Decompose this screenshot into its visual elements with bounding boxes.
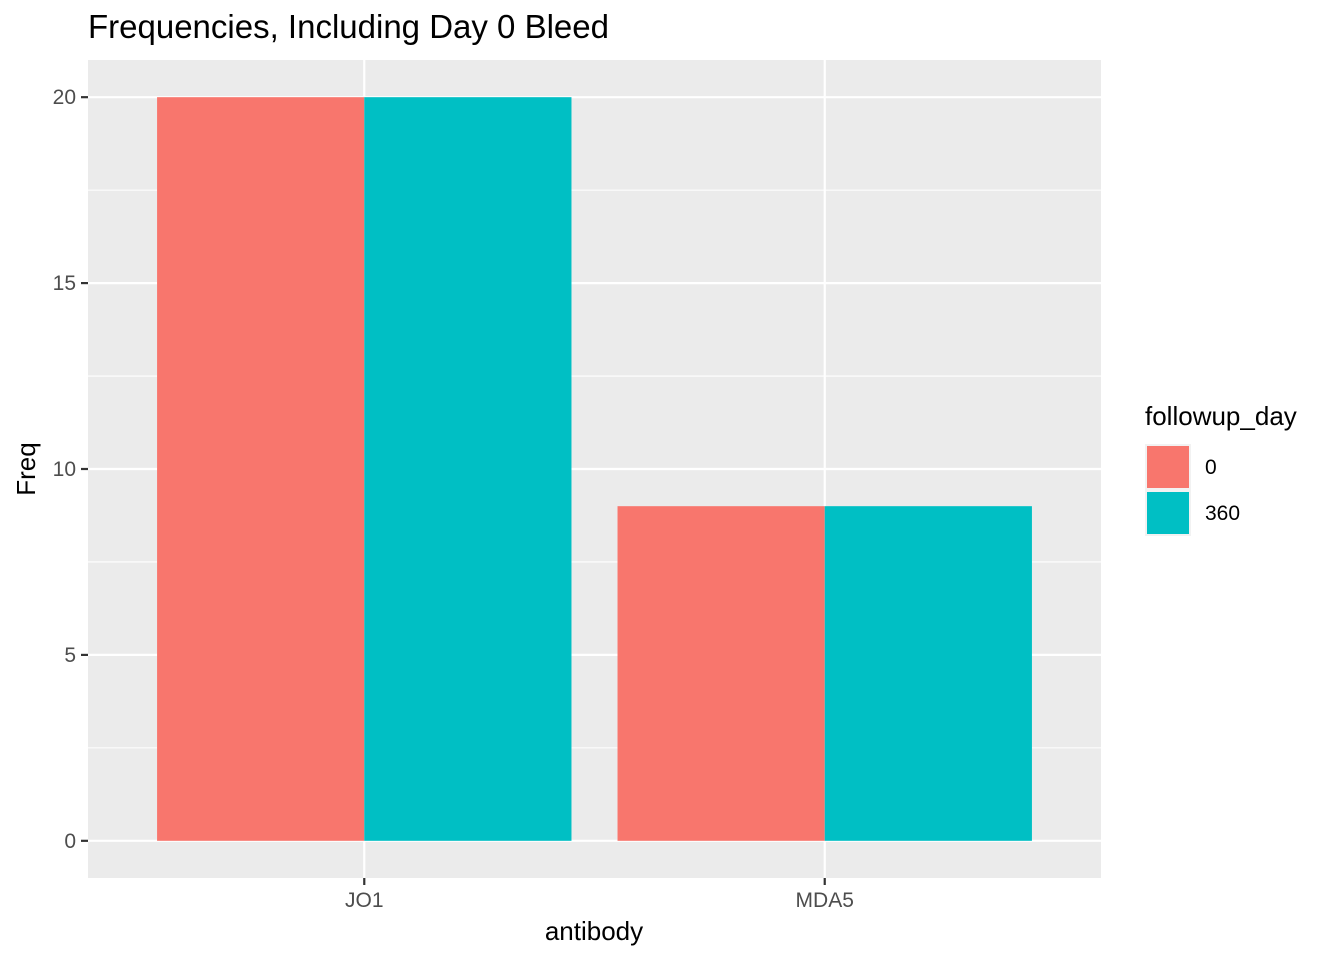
legend-key-0 xyxy=(1147,446,1189,488)
bar-jo1-series-360 xyxy=(364,97,572,841)
bar-mda5-series-0 xyxy=(617,506,825,841)
legend-label: 0 xyxy=(1205,456,1217,479)
x-tick-label: JO1 xyxy=(345,889,384,912)
bars xyxy=(157,97,1032,841)
x-tick-label: MDA5 xyxy=(796,889,854,912)
legend-key-360 xyxy=(1147,492,1189,534)
legend: followup_day 0 360 xyxy=(1145,401,1297,536)
x-axis: JO1 MDA5 xyxy=(345,878,854,912)
legend-label: 360 xyxy=(1205,502,1240,525)
y-tick-label: 10 xyxy=(53,458,76,481)
y-tick-label: 0 xyxy=(64,830,76,853)
y-axis: 0 5 10 15 20 xyxy=(53,86,88,853)
bar-jo1-series-0 xyxy=(157,97,365,841)
chart-title: Frequencies, Including Day 0 Bleed xyxy=(88,8,609,45)
y-tick-label: 15 xyxy=(53,272,76,295)
y-tick-label: 5 xyxy=(64,644,76,667)
legend-title: followup_day xyxy=(1145,401,1297,431)
y-axis-title: Freq xyxy=(11,442,41,495)
bar-mda5-series-360 xyxy=(824,506,1032,841)
x-axis-title: antibody xyxy=(545,916,643,946)
y-tick-label: 20 xyxy=(53,86,76,109)
